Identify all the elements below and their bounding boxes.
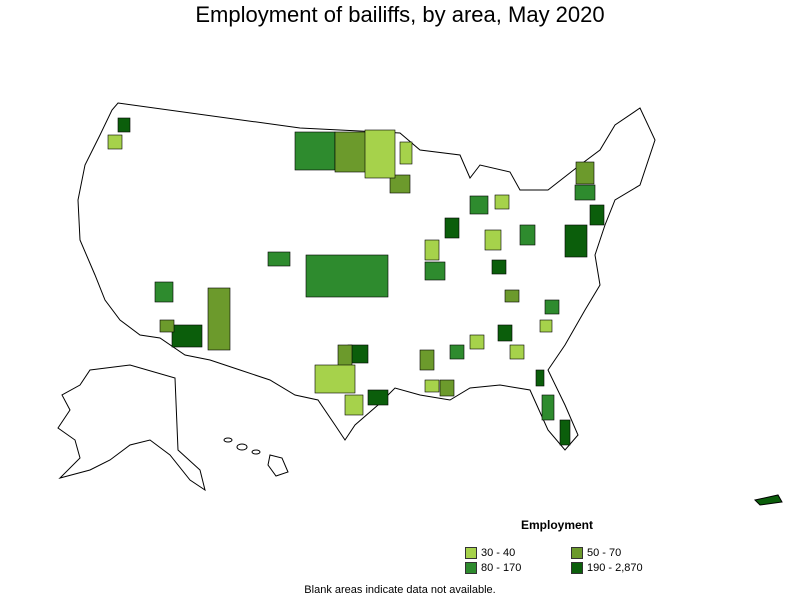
legend-label: 190 - 2,870	[587, 562, 643, 574]
map-title: Employment of bailiffs, by area, May 202…	[195, 2, 605, 27]
hawaii-islands	[223, 437, 289, 477]
legend-item-2: 50 - 70	[571, 547, 621, 559]
legend-swatch	[571, 547, 583, 559]
footnote: Blank areas indicate data not available.	[304, 584, 496, 596]
legend-swatch	[571, 562, 583, 574]
legend-label: 30 - 40	[481, 547, 516, 559]
puerto-rico	[753, 494, 783, 506]
legend-label: 80 - 170	[481, 562, 522, 574]
alaska-outline	[57, 364, 206, 492]
legend-swatch	[465, 562, 477, 574]
legend-label: 50 - 70	[587, 547, 622, 559]
legend-swatch	[465, 547, 477, 559]
legend-item-1: 30 - 40	[465, 547, 515, 559]
legend-item-3: 80 - 170	[465, 562, 521, 574]
employment-areas	[107, 117, 605, 446]
legend-title: Employment	[521, 518, 594, 532]
legend-item-4: 190 - 2,870	[571, 562, 643, 574]
